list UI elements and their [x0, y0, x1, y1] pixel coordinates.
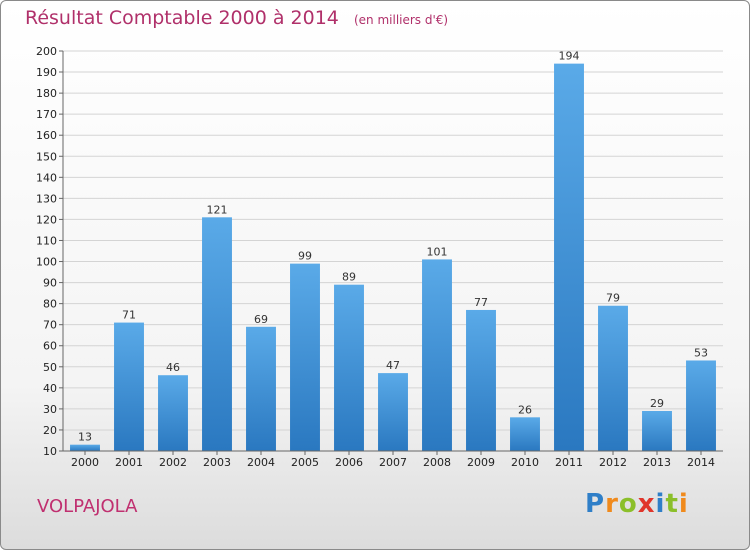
logo-letter: i — [678, 489, 689, 519]
data-label-2013: 29 — [650, 397, 664, 410]
y-tick-label: 50 — [43, 361, 57, 374]
data-label-2007: 47 — [386, 359, 400, 372]
y-tick-label: 60 — [43, 340, 57, 353]
x-tick-label: 2010 — [511, 456, 539, 469]
data-label-2003: 121 — [207, 203, 228, 216]
x-tick-label: 2013 — [643, 456, 671, 469]
data-label-2012: 79 — [606, 292, 620, 305]
logo-letter: o — [618, 489, 638, 519]
data-label-2001: 71 — [122, 309, 136, 322]
data-label-2004: 69 — [254, 313, 268, 326]
bar-2005 — [290, 263, 320, 451]
bar-2010 — [510, 417, 540, 451]
x-tick-label: 2014 — [687, 456, 715, 469]
y-tick-label: 150 — [36, 150, 57, 163]
x-tick-label: 2006 — [335, 456, 363, 469]
x-tick-label: 2003 — [203, 456, 231, 469]
y-tick-label: 80 — [43, 298, 57, 311]
y-tick-label: 190 — [36, 66, 57, 79]
y-tick-label: 170 — [36, 108, 57, 121]
data-label-2009: 77 — [474, 296, 488, 309]
bar-2007 — [378, 373, 408, 451]
x-tick-label: 2012 — [599, 456, 627, 469]
data-label-2006: 89 — [342, 271, 356, 284]
x-tick-label: 2008 — [423, 456, 451, 469]
logo-letter: P — [585, 489, 606, 519]
y-tick-label: 40 — [43, 382, 57, 395]
y-tick-label: 100 — [36, 256, 57, 269]
bar-2014 — [686, 360, 716, 451]
data-label-2005: 99 — [298, 250, 312, 263]
y-tick-label: 140 — [36, 171, 57, 184]
y-tick-label: 160 — [36, 129, 57, 142]
bar-2013 — [642, 411, 672, 451]
commune-name: VOLPAJOLA — [37, 496, 138, 517]
data-label-2014: 53 — [694, 346, 708, 359]
bar-2001 — [114, 322, 144, 451]
chart-subtitle: (en milliers d'€) — [353, 13, 449, 27]
logo-letter: r — [605, 489, 619, 519]
bar-2009 — [466, 309, 496, 451]
x-tick-label: 2009 — [467, 456, 495, 469]
y-tick-label: 10 — [43, 445, 57, 458]
logo-letter: x — [637, 489, 656, 519]
x-tick-label: 2000 — [71, 456, 99, 469]
data-label-2011: 194 — [559, 50, 580, 63]
x-tick-label: 2001 — [115, 456, 143, 469]
bar-2012 — [598, 305, 628, 451]
x-tick-label: 2007 — [379, 456, 407, 469]
y-tick-label: 180 — [36, 87, 57, 100]
y-tick-label: 110 — [36, 234, 57, 247]
bar-2000 — [70, 444, 100, 451]
logo-letter: t — [665, 489, 679, 519]
data-label-2000: 13 — [78, 431, 92, 444]
x-tick-label: 2004 — [247, 456, 275, 469]
bar-2011 — [554, 63, 584, 451]
bar-2004 — [246, 326, 276, 451]
proxiti-logo: Proxiti — [585, 489, 689, 519]
logo-letter: i — [655, 489, 666, 519]
y-tick-label: 20 — [43, 424, 57, 437]
x-tick-label: 2005 — [291, 456, 319, 469]
x-tick-label: 2002 — [159, 456, 187, 469]
data-label-2010: 26 — [518, 403, 532, 416]
chart-title: Résultat Comptable 2000 à 2014 (en milli… — [25, 7, 448, 29]
y-tick-label: 120 — [36, 213, 57, 226]
bar-2002 — [158, 375, 188, 451]
y-tick-label: 70 — [43, 319, 57, 332]
y-tick-label: 130 — [36, 192, 57, 205]
data-label-2002: 46 — [166, 361, 180, 374]
data-label-2008: 101 — [427, 245, 448, 258]
chart-title-main: Résultat Comptable 2000 à 2014 — [25, 7, 339, 29]
y-tick-label: 200 — [36, 45, 57, 58]
bar-2003 — [202, 217, 232, 451]
bar-2006 — [334, 284, 364, 451]
bar-2008 — [422, 259, 452, 451]
y-tick-label: 30 — [43, 403, 57, 416]
x-tick-label: 2011 — [555, 456, 583, 469]
y-tick-label: 90 — [43, 277, 57, 290]
